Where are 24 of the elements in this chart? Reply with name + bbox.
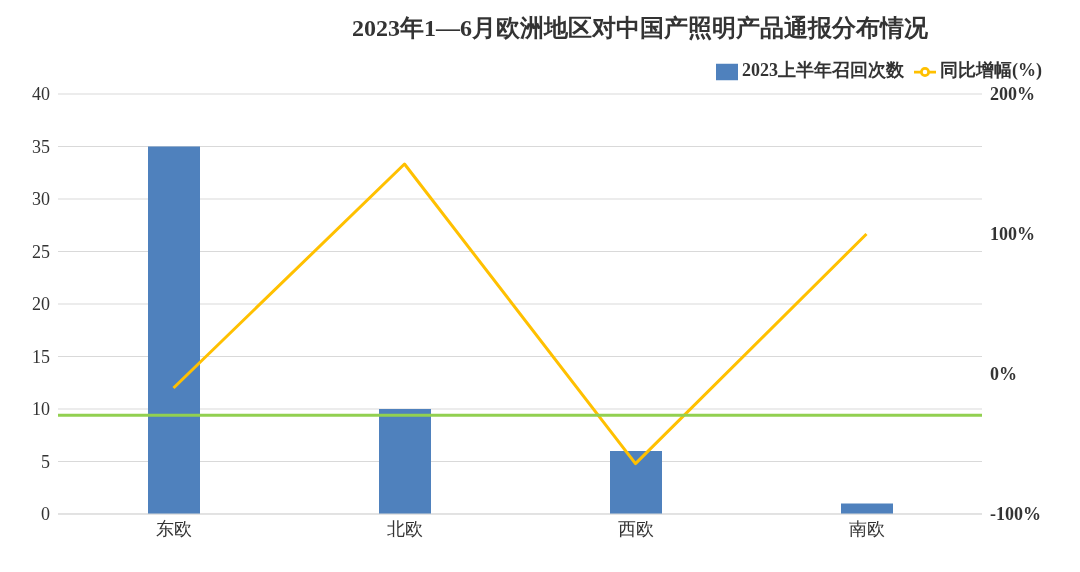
y2-tick-label: 200%	[990, 84, 1035, 105]
y2-tick-label: 0%	[990, 364, 1017, 385]
y-tick-label: 40	[32, 84, 50, 105]
y-tick-label: 0	[41, 504, 50, 525]
x-tick-label: 南欧	[848, 518, 885, 539]
y-tick-label: 35	[32, 136, 50, 157]
y2-tick-label: -100%	[990, 504, 1041, 525]
y-tick-label: 30	[32, 189, 50, 210]
line-series	[172, 162, 868, 466]
x-tick-label: 东欧	[155, 518, 192, 539]
legend-label: 同比增幅(%)	[940, 60, 1042, 80]
bar	[379, 409, 431, 514]
y-tick-label: 5	[41, 451, 50, 472]
y-tick-label: 15	[32, 346, 50, 367]
legend-label: 2023上半年召回次数	[742, 60, 904, 80]
y2-tick-label: 100%	[990, 224, 1035, 245]
x-tick-label: 西欧	[617, 518, 654, 539]
y-tick-label: 20	[32, 294, 50, 315]
y-tick-label: 10	[32, 399, 50, 420]
bar	[610, 451, 662, 514]
y-tick-label: 25	[32, 241, 50, 262]
chart-title: 2023年1—6月欧洲地区对中国产照明产品通报分布情况	[351, 14, 929, 43]
x-tick-label: 北欧	[386, 518, 423, 539]
bar	[148, 146, 200, 514]
